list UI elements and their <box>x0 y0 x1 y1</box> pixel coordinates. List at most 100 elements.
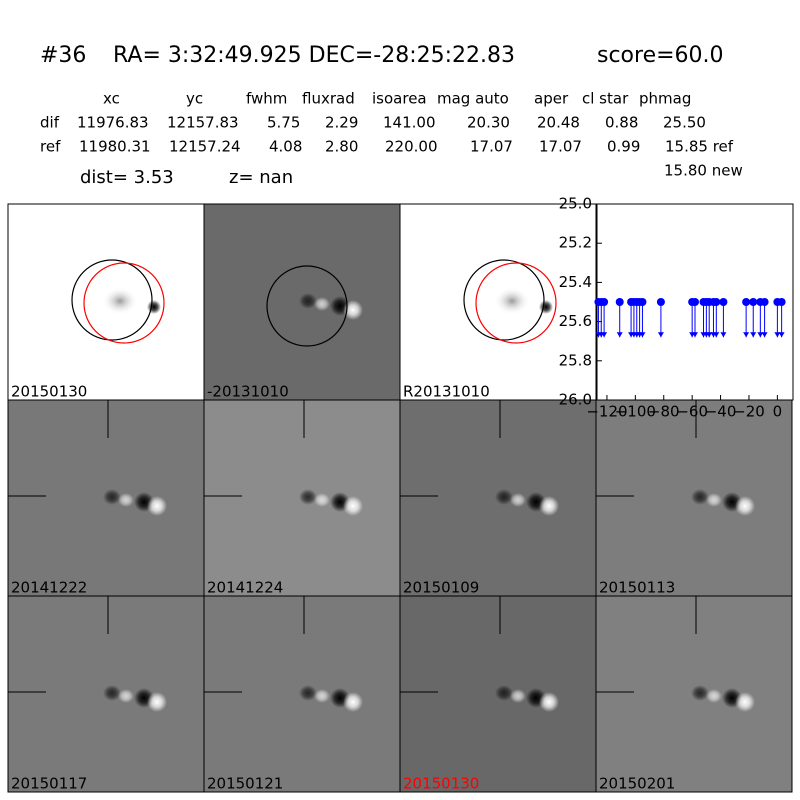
table-cell: 11976.83 <box>77 114 149 132</box>
residual <box>343 300 363 320</box>
residual <box>299 489 317 505</box>
aperture-ref <box>475 262 557 344</box>
x-tick-label: −40 <box>705 403 737 421</box>
residual <box>735 496 755 516</box>
residual <box>510 493 526 507</box>
point <box>777 298 786 306</box>
column-header: mag auto <box>437 90 509 108</box>
stamp-label: 20150109 <box>403 579 479 597</box>
column-header: aper <box>534 90 569 108</box>
residual <box>147 692 167 712</box>
point <box>691 298 699 306</box>
host-galaxy <box>494 287 530 315</box>
arrow-head <box>616 332 623 338</box>
arrow-head <box>743 332 750 338</box>
arrow-head <box>750 332 757 338</box>
residual <box>299 685 317 701</box>
residual <box>706 689 722 703</box>
table-cell: 15.85 ref <box>665 138 734 156</box>
y-tick-label: 25.8 <box>559 351 592 369</box>
arrow-head <box>761 332 768 338</box>
x-tick-label: −20 <box>733 403 765 421</box>
stamp-label: 20150117 <box>11 775 87 793</box>
column-header: phmag <box>639 90 691 108</box>
x-tick-label: −120 <box>586 403 627 421</box>
table-cell: 12157.83 <box>167 114 239 132</box>
point <box>719 298 728 306</box>
stamp-label: 20141222 <box>11 579 87 597</box>
table-cell: 5.75 <box>267 114 300 132</box>
column-header: isoarea <box>372 90 427 108</box>
aperture-ref <box>83 262 165 344</box>
point <box>712 298 721 306</box>
residual <box>314 297 330 311</box>
arrow-head <box>774 332 781 338</box>
y-tick-label: 25.6 <box>559 312 592 330</box>
stamp-label: 20150201 <box>599 775 675 793</box>
residual <box>539 496 559 516</box>
stamp-label: -20131010 <box>207 383 289 401</box>
stamp-label: 20150130 <box>403 775 479 793</box>
table-cell: 220.00 <box>385 138 438 156</box>
residual <box>495 489 513 505</box>
y-tick-label: 25.4 <box>559 273 592 291</box>
candidate-id: #36 <box>40 43 86 68</box>
column-header: fwhm <box>246 90 287 108</box>
table-cell: 0.88 <box>605 114 638 132</box>
source <box>539 300 553 314</box>
residual <box>103 685 121 701</box>
residual <box>706 493 722 507</box>
table-cell: 2.80 <box>325 138 358 156</box>
source <box>147 300 161 314</box>
score: score=60.0 <box>597 43 724 68</box>
table-cell: 12157.24 <box>169 138 241 156</box>
arrow-head <box>601 332 608 338</box>
stamp-label: R20131010 <box>403 383 490 401</box>
coordinates: RA= 3:32:49.925 DEC=-28:25:22.83 <box>113 43 515 68</box>
table-cell: 2.29 <box>325 114 358 132</box>
column-header: fluxrad <box>302 90 355 108</box>
column-header: xc <box>103 90 120 108</box>
aperture <box>266 265 348 347</box>
distance: dist= 3.53 <box>80 167 174 188</box>
stamp-label: 20141224 <box>207 579 283 597</box>
residual <box>118 689 134 703</box>
arrow-head <box>778 332 785 338</box>
residual <box>735 692 755 712</box>
table-cell: 25.50 <box>663 114 706 132</box>
residual <box>343 496 363 516</box>
residual <box>343 692 363 712</box>
stamp-label: 20150113 <box>599 579 675 597</box>
stamp-label: 20150130 <box>11 383 87 401</box>
residual <box>103 489 121 505</box>
host-galaxy <box>102 287 138 315</box>
point <box>760 298 769 306</box>
x-tick-label: −80 <box>648 403 680 421</box>
row-label: ref <box>40 138 61 156</box>
table-cell: 17.07 <box>539 138 582 156</box>
x-tick-label: −60 <box>676 403 708 421</box>
residual <box>510 689 526 703</box>
x-tick-label: 0 <box>773 403 783 421</box>
column-header: yc <box>186 90 203 108</box>
point <box>749 298 758 306</box>
arrow-head <box>657 332 664 338</box>
aperture <box>463 259 545 341</box>
arrow-head <box>639 332 646 338</box>
new-mag: 15.80 new <box>664 162 743 180</box>
point <box>615 298 624 306</box>
stamp-label: 20150121 <box>207 775 283 793</box>
row-label: dif <box>40 114 60 132</box>
redshift: z= nan <box>229 167 293 188</box>
y-tick-label: 25.2 <box>559 234 592 252</box>
column-header: cl star <box>582 90 629 108</box>
aperture <box>71 259 153 341</box>
arrow-head <box>713 332 720 338</box>
point <box>638 298 647 306</box>
arrow-head <box>692 332 698 338</box>
table-cell: 4.08 <box>269 138 302 156</box>
arrow-head <box>757 332 764 338</box>
x-tick-label: −100 <box>615 403 656 421</box>
residual <box>118 493 134 507</box>
